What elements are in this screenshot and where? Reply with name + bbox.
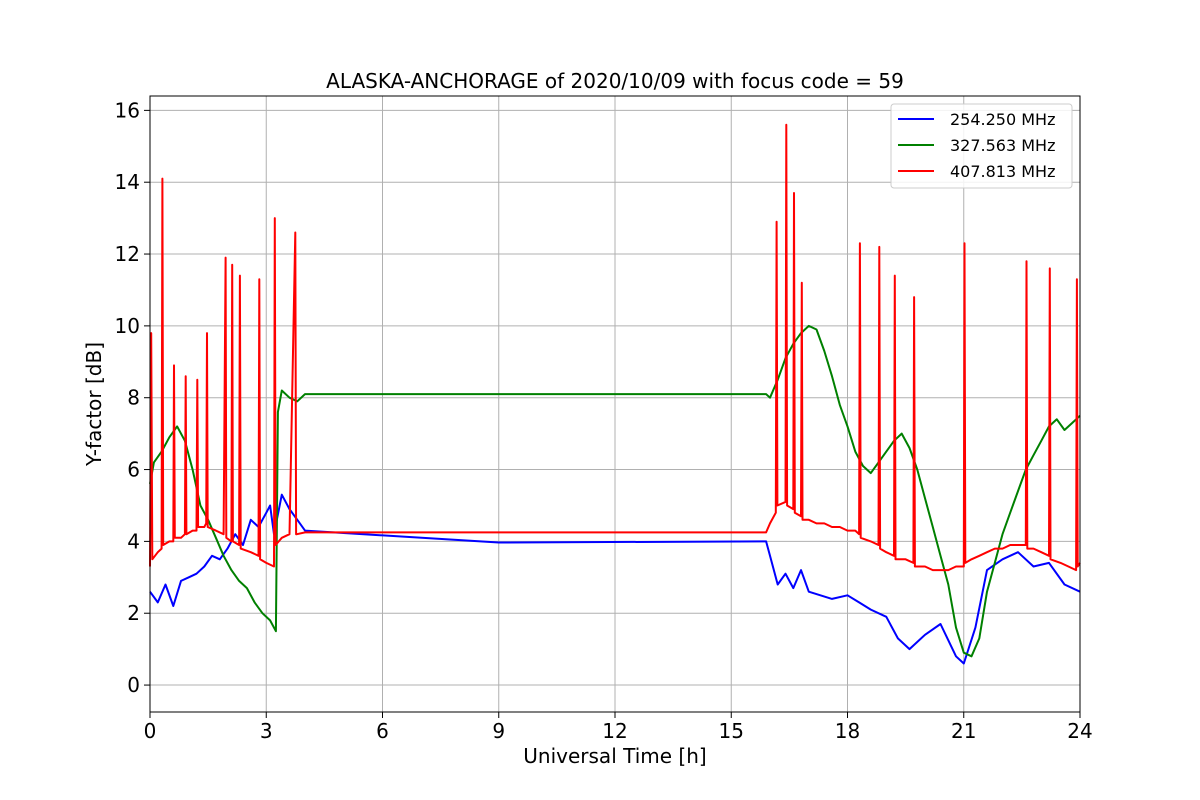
legend-label: 327.563 MHz — [950, 136, 1055, 155]
legend-label: 407.813 MHz — [950, 162, 1055, 181]
series-line-1 — [149, 493, 1081, 665]
x-tick-label: 9 — [492, 719, 505, 743]
x-tick-label: 24 — [1067, 719, 1092, 743]
x-tick-label: 6 — [376, 719, 389, 743]
y-tick-label: 0 — [127, 673, 140, 697]
y-tick-label: 12 — [115, 242, 140, 266]
series-lines — [149, 123, 1081, 665]
y-tick-label: 14 — [115, 170, 140, 194]
x-tick-label: 15 — [719, 719, 744, 743]
x-tick-label: 3 — [260, 719, 273, 743]
y-tick-label: 6 — [127, 458, 140, 482]
y-tick-label: 16 — [115, 98, 140, 122]
y-axis-label: Y-factor [dB] — [82, 342, 106, 467]
y-tick-label: 10 — [115, 314, 140, 338]
y-axis-ticks: 0 2 4 6 8 10 12 14 16 — [115, 98, 150, 697]
series-line-2 — [149, 324, 1081, 658]
x-axis-ticks: 0 3 6 9 12 15 18 21 24 — [144, 712, 1093, 743]
legend-box — [890, 103, 1073, 189]
legend-label: 254.250 MHz — [950, 110, 1055, 129]
y-tick-label: 2 — [127, 601, 140, 625]
series-line-3 — [149, 123, 1081, 572]
x-tick-label: 12 — [602, 719, 627, 743]
x-tick-label: 21 — [951, 719, 976, 743]
chart-title: ALASKA-ANCHORAGE of 2020/10/09 with focu… — [326, 69, 904, 93]
x-tick-label: 0 — [144, 719, 157, 743]
y-tick-label: 8 — [127, 386, 140, 410]
x-axis-label: Universal Time [h] — [523, 744, 706, 768]
legend: 254.250 MHz 327.563 MHz 407.813 MHz — [890, 103, 1073, 189]
y-tick-label: 4 — [127, 529, 140, 553]
x-tick-label: 18 — [835, 719, 860, 743]
